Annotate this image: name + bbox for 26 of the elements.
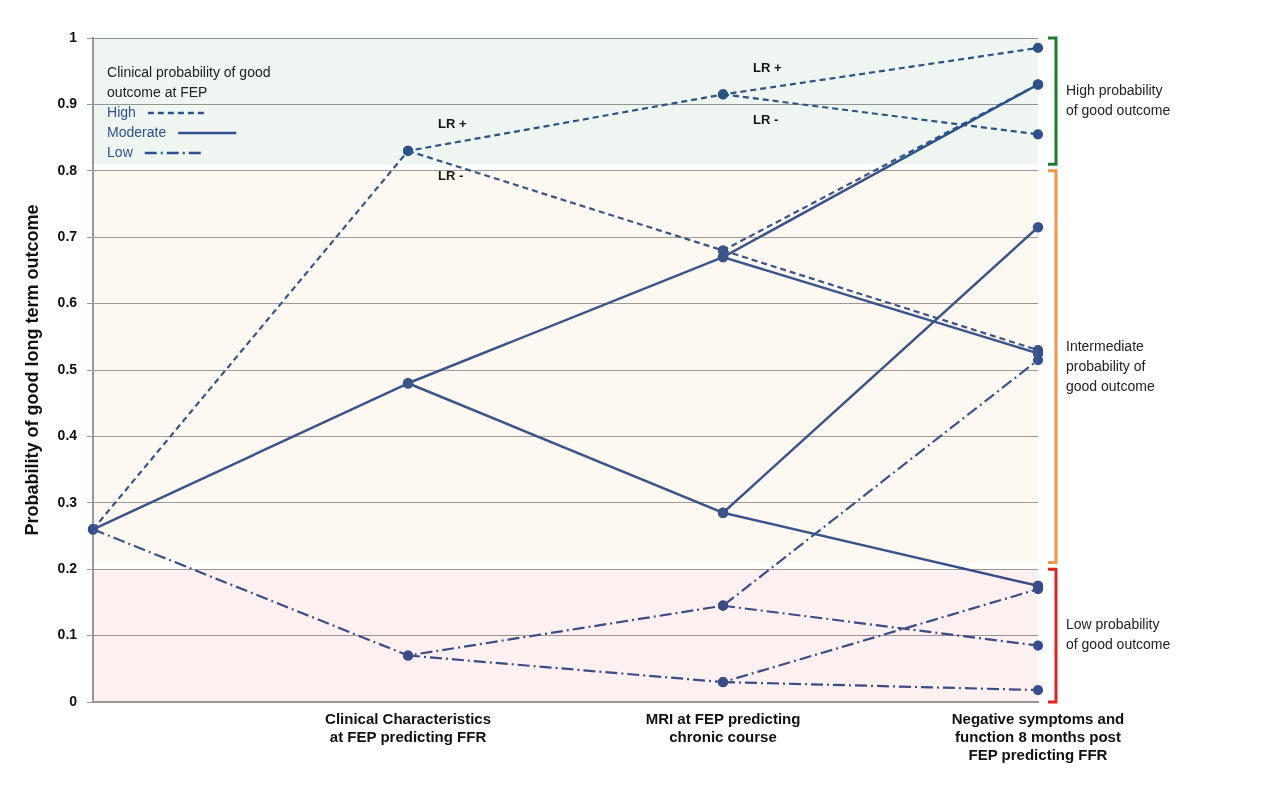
band-label: High probability of good outcome: [1066, 81, 1171, 118]
y-tick-label: 0.7: [57, 228, 78, 245]
y-tick-label: 0: [69, 692, 78, 709]
annotation: LR -: [753, 112, 779, 128]
annotation: LR +: [438, 116, 467, 132]
y-tick-label: 0.2: [57, 560, 78, 577]
y-tick-label: 0.9: [57, 95, 78, 112]
legend-label: High: [107, 103, 136, 120]
x-tick-label: Negative symptoms and function 8 months post FEP predicting FFR: [951, 710, 1125, 764]
y-tick-label: 1: [69, 28, 78, 45]
y-tick-label: 0.3: [57, 493, 78, 510]
annotation: LR +: [753, 60, 782, 76]
y-tick-label: 0.8: [57, 161, 78, 178]
x-tick-label: Clinical Characteristics at FEP predicting FFR: [325, 710, 491, 746]
y-tick-label: 0.1: [57, 626, 78, 643]
x-tick-label: MRI at FEP predicting chronic course: [645, 710, 801, 746]
annotation: LR -: [438, 168, 464, 184]
legend-label: Moderate: [107, 123, 167, 140]
y-tick-label: 0.6: [57, 294, 78, 311]
legend-label: Low: [107, 143, 134, 160]
band-label: Intermediate probability of good outcome: [1066, 337, 1155, 394]
y-tick-label: 0.5: [57, 360, 78, 377]
y-axis-title: Probability of good long term outcome: [21, 204, 42, 536]
y-tick-label: 0.4: [57, 427, 78, 444]
legend-title: Clinical probability of good outcome at FEP: [107, 63, 271, 100]
band-label: Low probability of good outcome: [1066, 616, 1171, 653]
